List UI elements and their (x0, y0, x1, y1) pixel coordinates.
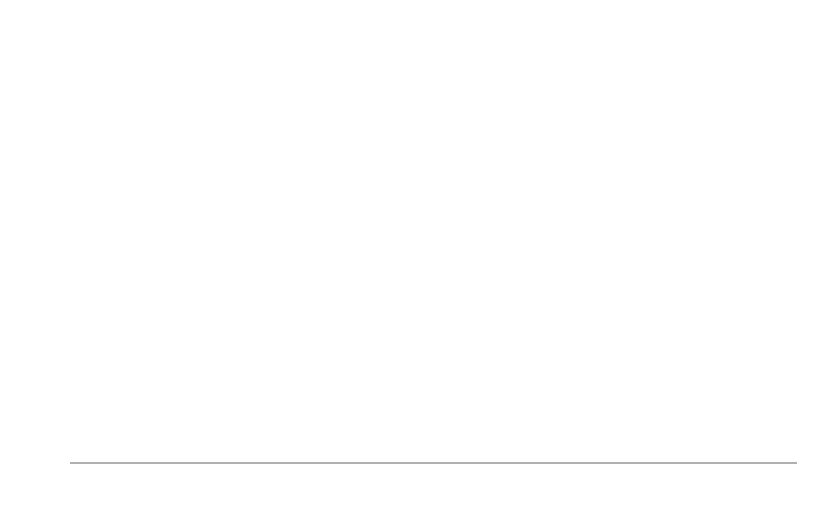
loss-chart (0, 0, 827, 531)
